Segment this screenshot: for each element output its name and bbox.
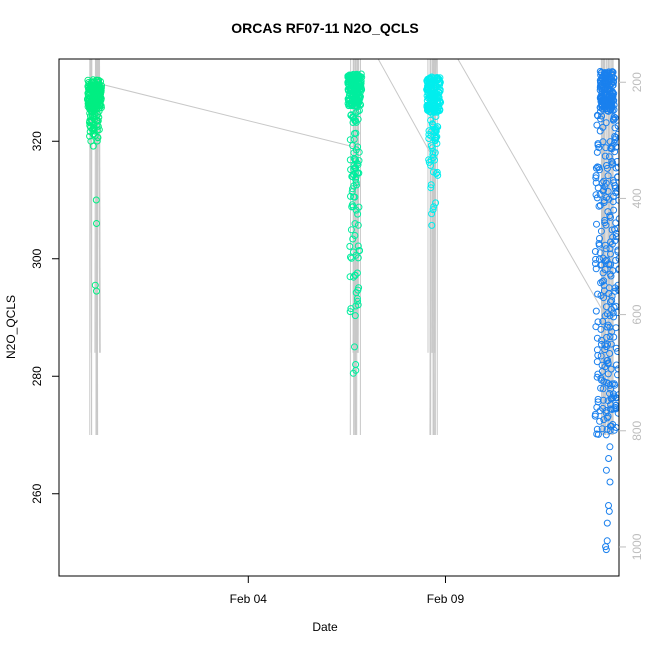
- data-point: [613, 303, 619, 309]
- right-tick-label: 800: [630, 420, 644, 440]
- data-point: [594, 404, 600, 410]
- data-point: [604, 538, 610, 544]
- data-point: [607, 444, 613, 450]
- data-point: [594, 122, 600, 128]
- data-point: [594, 221, 600, 227]
- x-axis-label: Date: [0, 620, 650, 634]
- y-tick-label: 260: [30, 483, 44, 503]
- data-point: [606, 456, 612, 462]
- data-point: [603, 467, 609, 473]
- data-point: [615, 372, 621, 378]
- data-point: [594, 359, 600, 365]
- data-point: [604, 520, 610, 526]
- chart-title: ORCAS RF07-11 N2O_QCLS: [0, 20, 650, 36]
- data-point: [615, 366, 621, 372]
- right-tick-label: 200: [630, 72, 644, 92]
- right-tick-label: 600: [630, 304, 644, 324]
- plot-frame: [59, 59, 619, 576]
- data-point: [606, 503, 612, 509]
- data-point: [594, 347, 600, 353]
- y-tick-label: 300: [30, 248, 44, 268]
- data-point: [607, 479, 613, 485]
- data-layer: [85, 24, 623, 553]
- data-point: [606, 508, 612, 514]
- data-point: [347, 243, 353, 249]
- data-point: [595, 185, 601, 191]
- y-tick-label: 280: [30, 366, 44, 386]
- right-tick-label: 1000: [630, 533, 644, 560]
- y-axis-label-wrap: N2O_QCLS: [2, 318, 20, 336]
- y-tick-label: 320: [30, 131, 44, 151]
- x-tick-label: Feb 04: [230, 592, 268, 606]
- right-tick-label: 400: [630, 188, 644, 208]
- data-point: [593, 308, 599, 314]
- y-axis-label: N2O_QCLS: [4, 295, 18, 359]
- x-tick-label: Feb 09: [427, 592, 465, 606]
